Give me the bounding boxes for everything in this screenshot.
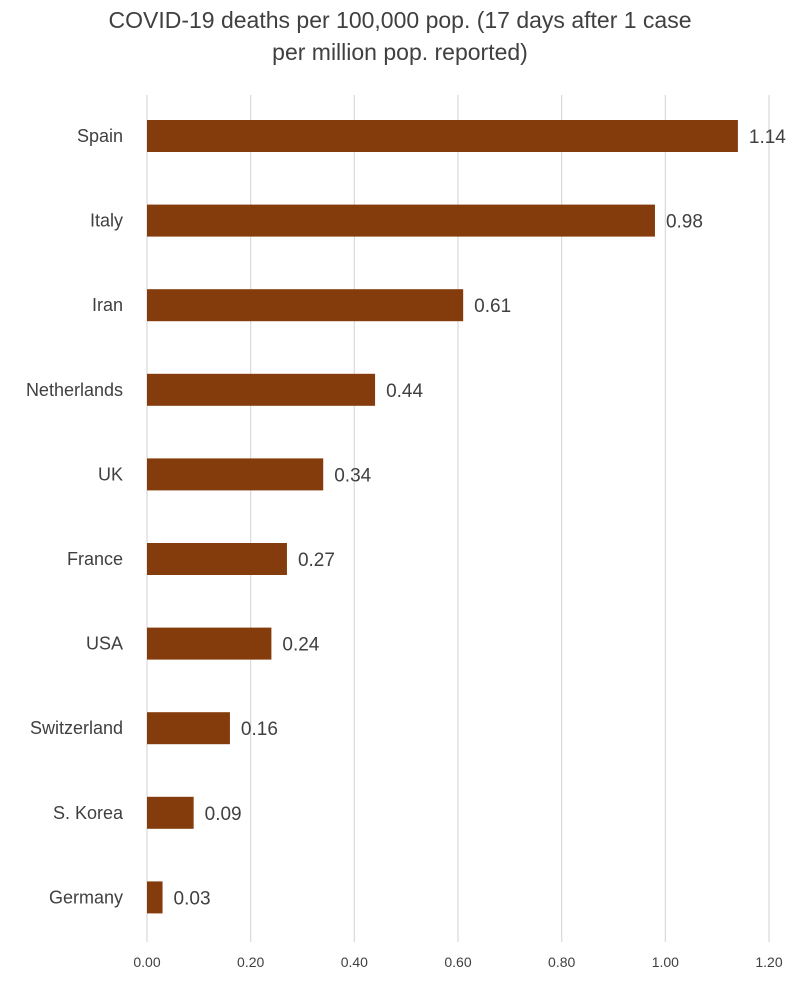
- bar: [147, 881, 163, 914]
- labels: 0.00 0.20 0.40 0.60 0.80 1.00 1.20 Spain 1.14 Ita…: [26, 126, 786, 970]
- chart-title: COVID-19 deaths per 100,000 pop. (17 day…: [0, 4, 800, 68]
- bar: [147, 796, 194, 829]
- x-tick-label: 0.80: [548, 954, 575, 970]
- bar: [147, 120, 738, 152]
- chart-title-line-1: COVID-19 deaths per 100,000 pop. (17 day…: [108, 7, 692, 33]
- category-label: France: [67, 549, 123, 569]
- data-label: 0.27: [298, 550, 335, 571]
- data-label: 0.03: [174, 888, 211, 909]
- x-tick-label: 0.00: [133, 954, 160, 970]
- data-label: 0.16: [241, 719, 278, 740]
- chart-title-line-2: per million pop. reported): [272, 39, 528, 65]
- bar: [147, 373, 376, 406]
- data-label: 1.14: [749, 127, 786, 148]
- category-label: S. Korea: [53, 803, 124, 823]
- bar: [147, 712, 230, 745]
- category-label: Netherlands: [26, 380, 123, 400]
- category-label: Switzerland: [30, 718, 123, 738]
- data-label: 0.24: [282, 635, 319, 656]
- category-label: USA: [86, 634, 123, 654]
- x-tick-label: 0.60: [444, 954, 471, 970]
- x-tick-label: 1.20: [755, 954, 782, 970]
- category-label: Germany: [49, 887, 123, 907]
- x-tick-label: 0.40: [341, 954, 368, 970]
- data-label: 0.34: [334, 465, 371, 486]
- bars: [147, 120, 738, 914]
- data-label: 0.61: [474, 296, 511, 317]
- x-tick-label: 0.20: [237, 954, 264, 970]
- data-label: 0.44: [386, 381, 423, 402]
- bar: [147, 458, 324, 491]
- bar: [147, 289, 464, 322]
- bar: [147, 627, 272, 660]
- category-label: Spain: [77, 126, 123, 146]
- x-tick-label: 1.00: [652, 954, 679, 970]
- category-label: Italy: [90, 211, 123, 231]
- bar: [147, 543, 287, 575]
- category-label: Iran: [92, 295, 123, 315]
- data-label: 0.98: [666, 212, 703, 233]
- category-label: UK: [98, 464, 123, 484]
- bar: [147, 204, 655, 237]
- data-label: 0.09: [205, 804, 242, 825]
